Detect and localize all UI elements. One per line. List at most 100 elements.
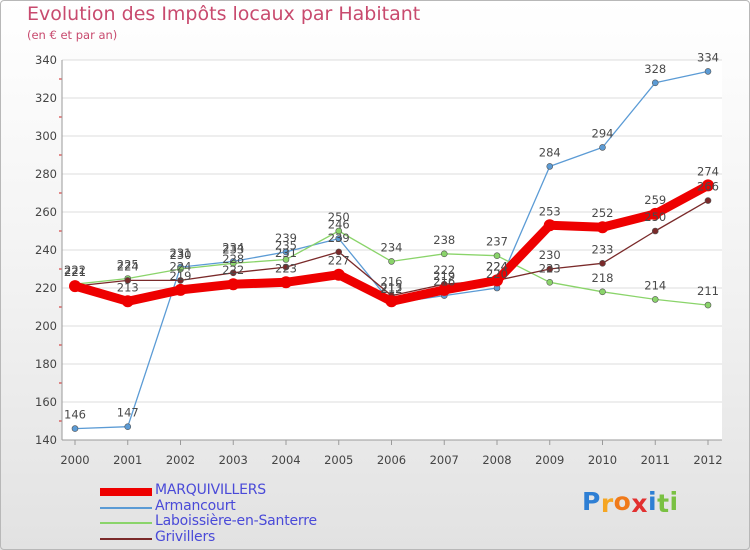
data-label: 213	[117, 280, 139, 294]
data-point	[546, 265, 554, 273]
data-point	[69, 280, 81, 293]
data-label: 218	[592, 271, 614, 285]
x-tick-label: 2009	[535, 453, 564, 467]
y-tick-label: 220	[35, 281, 57, 295]
data-label: 216	[433, 275, 455, 289]
logo-letter: P	[582, 487, 601, 516]
data-point	[282, 256, 290, 263]
y-tick-label: 260	[35, 205, 57, 219]
data-point	[124, 277, 132, 284]
legend-swatch	[100, 522, 152, 524]
x-tick-label: 2011	[641, 453, 670, 467]
data-point	[282, 263, 290, 271]
data-label: 238	[433, 233, 455, 247]
data-point	[174, 283, 187, 296]
data-label: 250	[644, 210, 666, 224]
data-label: 213	[381, 280, 403, 294]
data-point	[335, 248, 343, 256]
data-point	[438, 283, 451, 296]
data-point	[543, 219, 556, 232]
y-tick-label: 320	[35, 91, 57, 105]
data-label: 224	[170, 259, 192, 273]
data-label: 214	[644, 278, 666, 292]
data-label: 230	[539, 248, 561, 262]
data-label: 227	[328, 254, 350, 268]
data-point	[388, 258, 395, 265]
data-point	[702, 179, 714, 192]
data-point	[440, 250, 448, 258]
x-tick-label: 2007	[430, 453, 459, 467]
data-point	[491, 274, 503, 287]
data-label: 147	[117, 406, 139, 420]
data-label: 234	[222, 240, 244, 254]
legend-swatch	[100, 488, 152, 496]
data-point	[332, 268, 345, 281]
data-label: 223	[539, 261, 561, 275]
data-label: 234	[381, 240, 403, 254]
data-label: 146	[64, 408, 86, 422]
data-label: 274	[697, 164, 719, 178]
data-label: 250	[328, 210, 350, 224]
logo-letter: t	[657, 489, 670, 518]
data-label: 284	[539, 145, 561, 159]
data-point	[651, 296, 659, 303]
data-point	[121, 295, 134, 308]
data-label: 225	[117, 258, 139, 272]
legend-label: Armancourt	[155, 497, 236, 514]
data-label: 253	[539, 204, 561, 218]
y-tick-label: 200	[35, 319, 57, 333]
legend-label: MARQUIVILLERS	[155, 482, 266, 498]
data-label: 328	[644, 62, 666, 76]
chart-title: Evolution des Impôts locaux par Habitant	[27, 3, 421, 25]
data-label: 222	[222, 263, 244, 277]
data-label: 224	[486, 259, 508, 273]
x-tick-label: 2006	[377, 453, 406, 467]
x-tick-label: 2003	[219, 453, 248, 467]
data-label: 259	[644, 193, 666, 207]
data-point	[71, 425, 79, 432]
y-tick-label: 180	[35, 357, 57, 371]
logo-letter: r	[600, 489, 614, 518]
data-label: 221	[64, 265, 86, 279]
data-label: 223	[275, 261, 297, 275]
data-point	[599, 259, 606, 267]
data-label: 237	[486, 235, 508, 249]
data-point	[124, 423, 132, 431]
y-tick-label: 340	[35, 53, 57, 67]
data-label: 233	[222, 242, 244, 256]
data-label: 230	[170, 248, 192, 262]
data-point	[599, 288, 606, 296]
y-tick-label: 160	[35, 395, 57, 409]
data-label: 222	[64, 263, 86, 277]
x-tick-label: 2002	[166, 453, 195, 467]
data-label: 266	[697, 180, 719, 194]
logo-letter: i	[648, 487, 658, 516]
data-label: 233	[592, 242, 614, 256]
data-label: 211	[697, 284, 719, 298]
x-tick-label: 2001	[113, 453, 142, 467]
data-point	[229, 259, 237, 267]
y-tick-label: 300	[35, 129, 57, 143]
data-point	[546, 278, 554, 286]
data-point	[335, 227, 343, 235]
data-point	[335, 235, 343, 242]
data-label: 224	[486, 259, 508, 273]
data-label: 294	[592, 126, 614, 140]
data-label: 239	[328, 231, 350, 245]
data-label: 220	[486, 267, 508, 281]
proxiti-logo: Proxiti	[582, 487, 679, 518]
legend-swatch	[100, 506, 152, 509]
data-point	[704, 301, 712, 309]
data-point	[649, 207, 662, 220]
chart-subtitle: (en € et par an)	[27, 28, 118, 42]
legend-swatch	[100, 537, 152, 540]
data-label: 221	[64, 265, 86, 279]
y-tick-label: 140	[35, 433, 57, 447]
data-point	[493, 252, 501, 259]
data-point	[177, 277, 184, 284]
data-point	[704, 68, 712, 75]
data-point	[704, 197, 712, 204]
data-label: 219	[433, 269, 455, 283]
legend-label: Grivillers	[155, 528, 216, 545]
